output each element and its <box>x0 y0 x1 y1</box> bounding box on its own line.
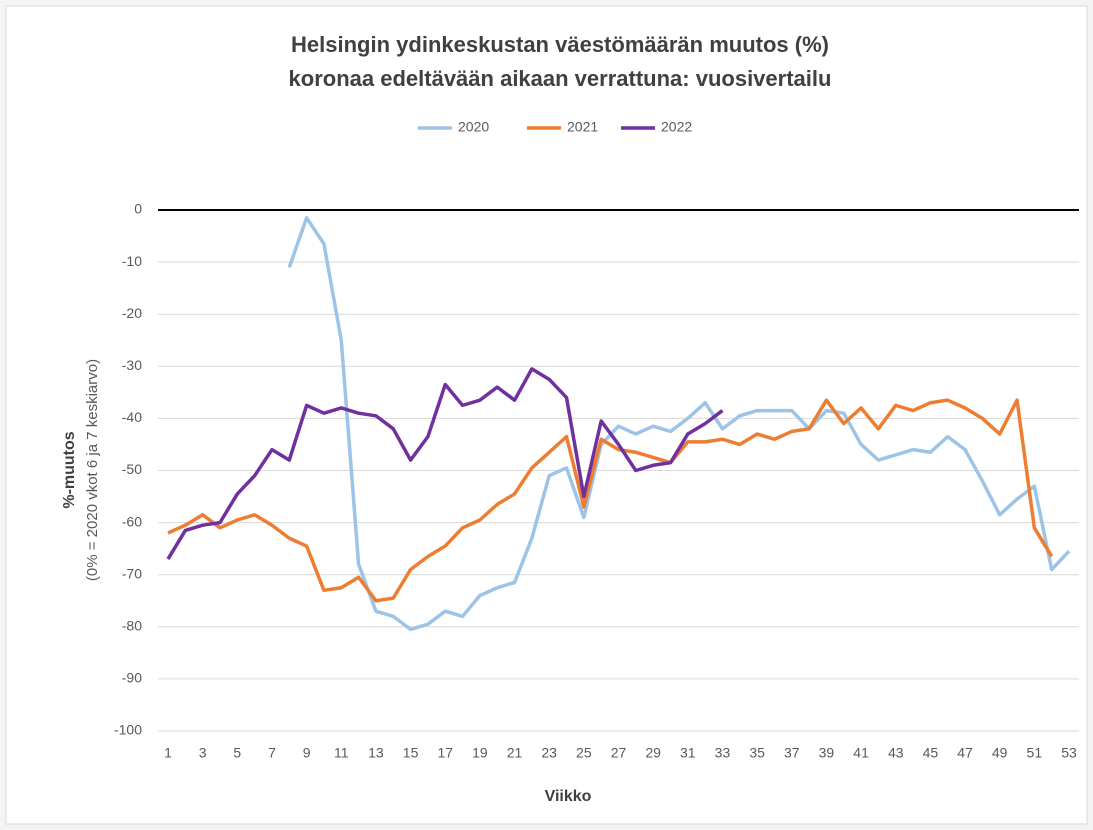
x-tick-label: 47 <box>957 745 973 761</box>
x-tick-label: 27 <box>611 745 627 761</box>
y-tick-label: -80 <box>122 618 142 634</box>
chart-area <box>5 5 1088 825</box>
x-tick-label: 21 <box>507 745 523 761</box>
x-tick-label: 53 <box>1061 745 1077 761</box>
y-tick-label: 0 <box>134 201 142 217</box>
y-tick-label: -60 <box>122 513 142 529</box>
line-series <box>167 398 1054 603</box>
x-tick-label: 25 <box>576 745 592 761</box>
x-axis-title: Viikko <box>545 788 592 805</box>
y-axis-subtitle: (0% = 2020 vkot 6 ja 7 keskiarvo) <box>84 359 101 581</box>
y-tick-label: -20 <box>122 305 142 321</box>
x-tick-label: 5 <box>233 745 241 761</box>
x-tick-label: 49 <box>992 745 1008 761</box>
y-tick-label: -50 <box>122 461 142 477</box>
x-tick-label: 13 <box>368 745 384 761</box>
y-tick-label: -100 <box>114 722 142 738</box>
x-tick-label: 9 <box>303 745 311 761</box>
x-tick-label: 7 <box>268 745 276 761</box>
x-tick-label: 51 <box>1027 745 1043 761</box>
x-tick-label: 17 <box>437 745 453 761</box>
x-tick-label: 1 <box>164 745 172 761</box>
x-tick-label: 31 <box>680 745 696 761</box>
x-tick-label: 3 <box>199 745 207 761</box>
x-tick-label: 23 <box>541 745 557 761</box>
x-tick-label: 19 <box>472 745 488 761</box>
x-tick-label: 15 <box>403 745 419 761</box>
x-tick-label: 11 <box>334 745 349 761</box>
x-tick-label: 29 <box>645 745 661 761</box>
x-tick-label: 33 <box>715 745 731 761</box>
legend-label: 2020 <box>458 119 489 135</box>
x-tick-label: 45 <box>923 745 939 761</box>
legend-label: 2021 <box>567 119 598 135</box>
chart-title: koronaa edeltävään aikaan verrattuna: vu… <box>289 66 832 91</box>
x-tick-label: 41 <box>853 745 869 761</box>
chart-title: Helsingin ydinkeskustan väestömäärän muu… <box>291 32 829 57</box>
line-series <box>166 367 724 560</box>
y-tick-label: -10 <box>122 253 142 269</box>
y-tick-label: -40 <box>122 409 142 425</box>
y-tick-label: -30 <box>122 357 142 373</box>
x-tick-label: 39 <box>819 745 835 761</box>
y-axis-title: %-muutos <box>61 431 78 508</box>
line-series <box>287 216 1071 632</box>
x-tick-label: 37 <box>784 745 800 761</box>
x-tick-label: 43 <box>888 745 904 761</box>
y-tick-label: -90 <box>122 670 142 686</box>
x-tick-label: 35 <box>749 745 765 761</box>
legend-label: 2022 <box>661 119 692 135</box>
y-tick-label: -70 <box>122 565 142 581</box>
